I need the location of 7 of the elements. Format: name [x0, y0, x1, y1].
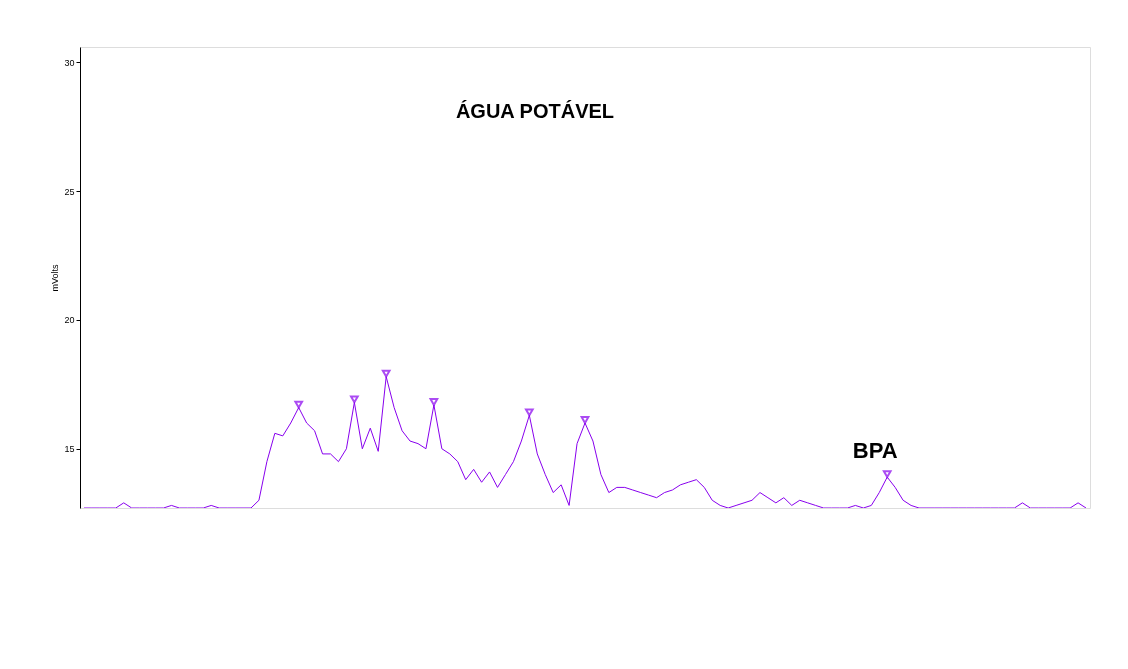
y-tick-label: 25 [64, 186, 75, 197]
y-tick-label: 20 [64, 315, 75, 326]
annotation: BPA [852, 438, 898, 464]
y-tick-label: 15 [64, 444, 75, 455]
y-axis-title: mVolts [50, 264, 61, 292]
y-tick-label: 30 [64, 57, 75, 68]
text: ÁGUA POTÁVEL [455, 100, 615, 122]
